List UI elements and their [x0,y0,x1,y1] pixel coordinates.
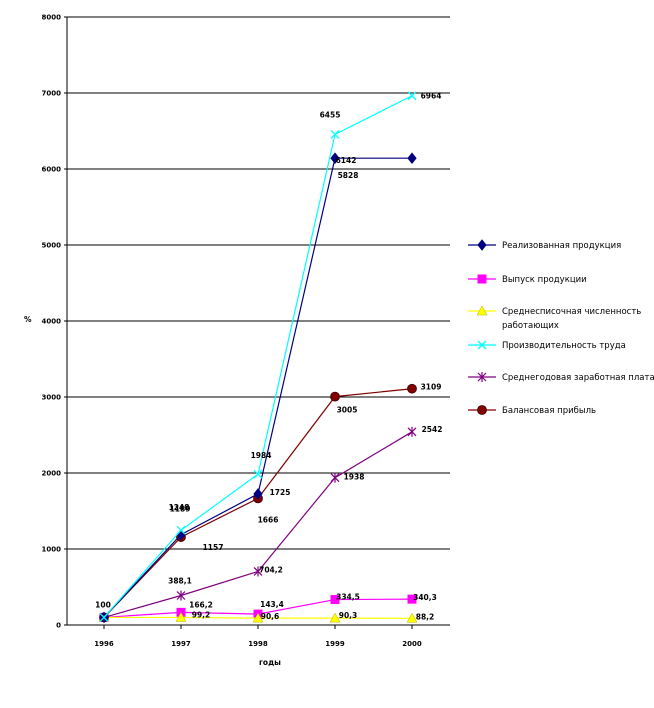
series-point [330,391,340,402]
series-0 [99,152,417,624]
x-tick-label: 1996 [94,640,114,648]
legend-item: Реализованная продукция [468,239,621,251]
legend-label: Выпуск продукции [502,275,587,285]
x-tick-label: 2000 [402,640,422,648]
data-label: 1248 [169,503,190,512]
y-axis-ticks: 0 1000 2000 3000 4000 5000 6000 7000 8000 [42,14,62,630]
legend-marker [477,239,487,251]
series-2 [98,611,418,623]
series-point [175,611,187,622]
data-label: 166,2 [189,600,213,609]
series-point [99,612,109,622]
x-axis-ticks: 1996 1997 1998 1999 2000 [94,640,422,648]
legend-item: Среднесписочная численность работающих [468,305,641,331]
legend-label: Среднегодовая заработная плата [502,373,654,383]
series-point [406,612,418,623]
data-label: 704,2 [259,565,283,574]
series-point [330,129,340,139]
series-point [330,472,340,483]
legend-item: Балансовая прибыль [468,405,596,416]
series-point [407,152,417,165]
series-point [253,469,263,479]
legend-marker [477,372,487,382]
legend-marker [477,340,487,350]
series-point [253,566,263,577]
legend-item: Среднегодовая заработная плата [468,372,654,383]
legend-label: Производительность труда [502,341,626,351]
series-point [407,426,417,437]
x-tick-label: 1998 [248,640,268,648]
data-label: 3005 [337,406,358,415]
y-tick-label: 8000 [42,14,62,22]
y-tick-label: 5000 [42,242,62,250]
data-label: 88,2 [416,612,435,621]
data-label: 5828 [338,171,359,180]
data-label: 1938 [344,473,365,482]
data-labels-layer: 1189 1725 6142 166,2 143,4 334,5 340,3 99,2 90,6… [95,92,442,622]
series-point [330,595,340,605]
x-tick-label: 1997 [171,640,191,648]
legend-marker [477,405,487,415]
data-label: 2542 [422,425,443,434]
data-label: 388,1 [168,577,192,586]
series-point [252,612,264,623]
series-point [407,383,417,394]
data-label: 1666 [258,515,279,524]
data-label: 6142 [336,156,357,165]
series-point [176,525,186,535]
y-tick-label: 7000 [42,90,62,98]
legend-label: Реализованная продукция [502,241,621,251]
y-tick-label: 0 [56,622,61,630]
y-tick-label: 4000 [42,318,62,326]
data-label: 90,6 [261,612,280,621]
series-line [103,95,413,618]
legend-item: Выпуск продукции [468,274,587,285]
legend-label-line2: работающих [502,321,559,331]
series-point [330,152,340,165]
data-label: 1157 [203,543,224,552]
data-label: 100 [95,600,111,609]
data-label: 1189 [170,505,191,514]
y-tick-label: 2000 [42,470,62,478]
legend-label: Среднесписочная численность [502,307,641,317]
series-point [329,612,341,623]
data-label: 6964 [421,92,442,101]
series-point [176,590,186,601]
x-axis-label: годы [259,658,281,667]
legend-label: Балансовая прибыль [502,406,596,416]
y-axis-label: % [24,315,32,324]
legend: Реализованная продукция Выпуск продукции С… [468,239,654,416]
series-layer [98,91,418,624]
legend-marker [477,274,487,284]
legend-item: Производительность труда [468,340,626,351]
legend-marker [476,305,488,316]
data-label: 1984 [251,451,272,460]
y-tick-label: 6000 [42,166,62,174]
series-3 [99,91,417,622]
series-point [407,594,417,604]
series-point [407,91,417,101]
data-label: 6455 [320,110,341,119]
data-label: 334,5 [336,593,360,602]
data-label: 99,2 [192,610,211,619]
data-label: 90,3 [339,611,358,620]
series-5 [99,383,417,623]
y-tick-label: 3000 [42,394,62,402]
data-label: 340,3 [413,593,437,602]
y-tick-label: 1000 [42,546,62,554]
series-point [253,488,263,500]
data-label: 3109 [421,383,442,392]
data-label: 1725 [270,488,291,497]
x-tick-label: 1999 [325,640,345,648]
data-label: 143,4 [260,600,284,609]
plot-gridlines [64,16,450,629]
